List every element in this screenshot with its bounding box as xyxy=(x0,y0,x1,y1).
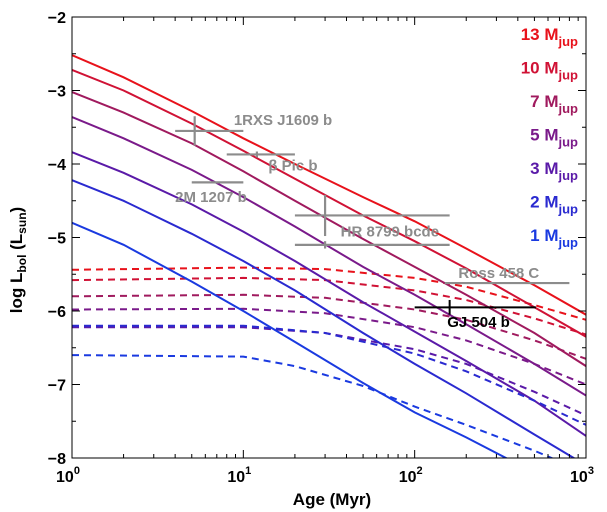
hot-start-curve-7 xyxy=(72,221,509,458)
object-marker-4: HR 8799 bcde xyxy=(294,194,450,241)
legend-entry-2: 10 Mjup xyxy=(521,59,578,83)
object-markers: 1RXS J1609 b β Pic b 2M 1207 b HR 8799 bcde… xyxy=(175,112,570,331)
legend-entry-1: 13 Mjup xyxy=(521,25,578,49)
legend: 13 Mjup 10 Mjup 7 Mjup 5 Mjup 3 Mjup 2 Mjup 1 … xyxy=(521,25,578,250)
object-marker-3: 2M 1207 b xyxy=(175,181,247,206)
y-axis-label: log Lbol (Lsun) xyxy=(7,207,29,313)
hot-start-curve-1 xyxy=(72,54,586,316)
legend-entry-7: 1 Mjup xyxy=(530,226,578,250)
y-tick-label: −7 xyxy=(48,378,66,395)
hot-start-curve-6 xyxy=(72,179,576,458)
y-tick-label: −6 xyxy=(48,304,66,321)
x-axis-label: Age (Myr) xyxy=(293,490,371,509)
cold-start-curve-4 xyxy=(72,307,586,386)
x-tick-label: 102 xyxy=(399,465,423,486)
x-tick-label: 101 xyxy=(227,465,251,486)
y-tick-label: −8 xyxy=(48,451,66,468)
object-label: HR 8799 bcde xyxy=(341,224,439,241)
cold-start-curve-2 xyxy=(72,276,586,336)
plot-frame xyxy=(71,16,587,459)
y-tick-label: −5 xyxy=(48,231,66,248)
cold-start-curve-1 xyxy=(72,266,586,321)
axes: 100 101 102 103 −2 −3 −4 −5 −6 −7 −8 xyxy=(48,10,594,486)
hot-start-curve-4 xyxy=(72,116,586,397)
cold-start-curve-5 xyxy=(72,326,586,417)
cold-start-curve-3 xyxy=(72,293,586,360)
object-label: 2M 1207 b xyxy=(175,189,247,206)
cold-start-curve-6 xyxy=(72,324,586,426)
y-tick-label: −3 xyxy=(48,84,66,101)
object-marker-2: β Pic b xyxy=(226,151,318,174)
cold-start-curve-7 xyxy=(72,354,555,458)
legend-entry-6: 2 Mjup xyxy=(530,193,578,217)
object-marker-1: 1RXS J1609 b xyxy=(175,112,332,146)
object-marker-7: GJ 504 b xyxy=(414,299,536,331)
object-marker-6: Ross 458 C xyxy=(444,265,570,285)
object-label: β Pic b xyxy=(268,157,317,174)
evolution-curves xyxy=(72,54,586,458)
y-tick-label: −4 xyxy=(48,157,66,174)
legend-entry-5: 3 Mjup xyxy=(530,159,578,183)
object-label: Ross 458 C xyxy=(458,265,539,282)
legend-entry-4: 5 Mjup xyxy=(530,126,578,150)
object-marker-5 xyxy=(294,241,450,249)
hot-start-curve-2 xyxy=(72,68,586,338)
x-tick-label: 100 xyxy=(56,465,80,486)
legend-entry-3: 7 Mjup xyxy=(530,92,578,116)
object-label: 1RXS J1609 b xyxy=(234,112,332,129)
hot-start-curve-5 xyxy=(72,151,586,437)
hot-start-curve-3 xyxy=(72,91,586,367)
object-label: GJ 504 b xyxy=(447,314,510,331)
x-tick-label: 103 xyxy=(570,465,594,486)
y-tick-label: −2 xyxy=(48,10,66,27)
